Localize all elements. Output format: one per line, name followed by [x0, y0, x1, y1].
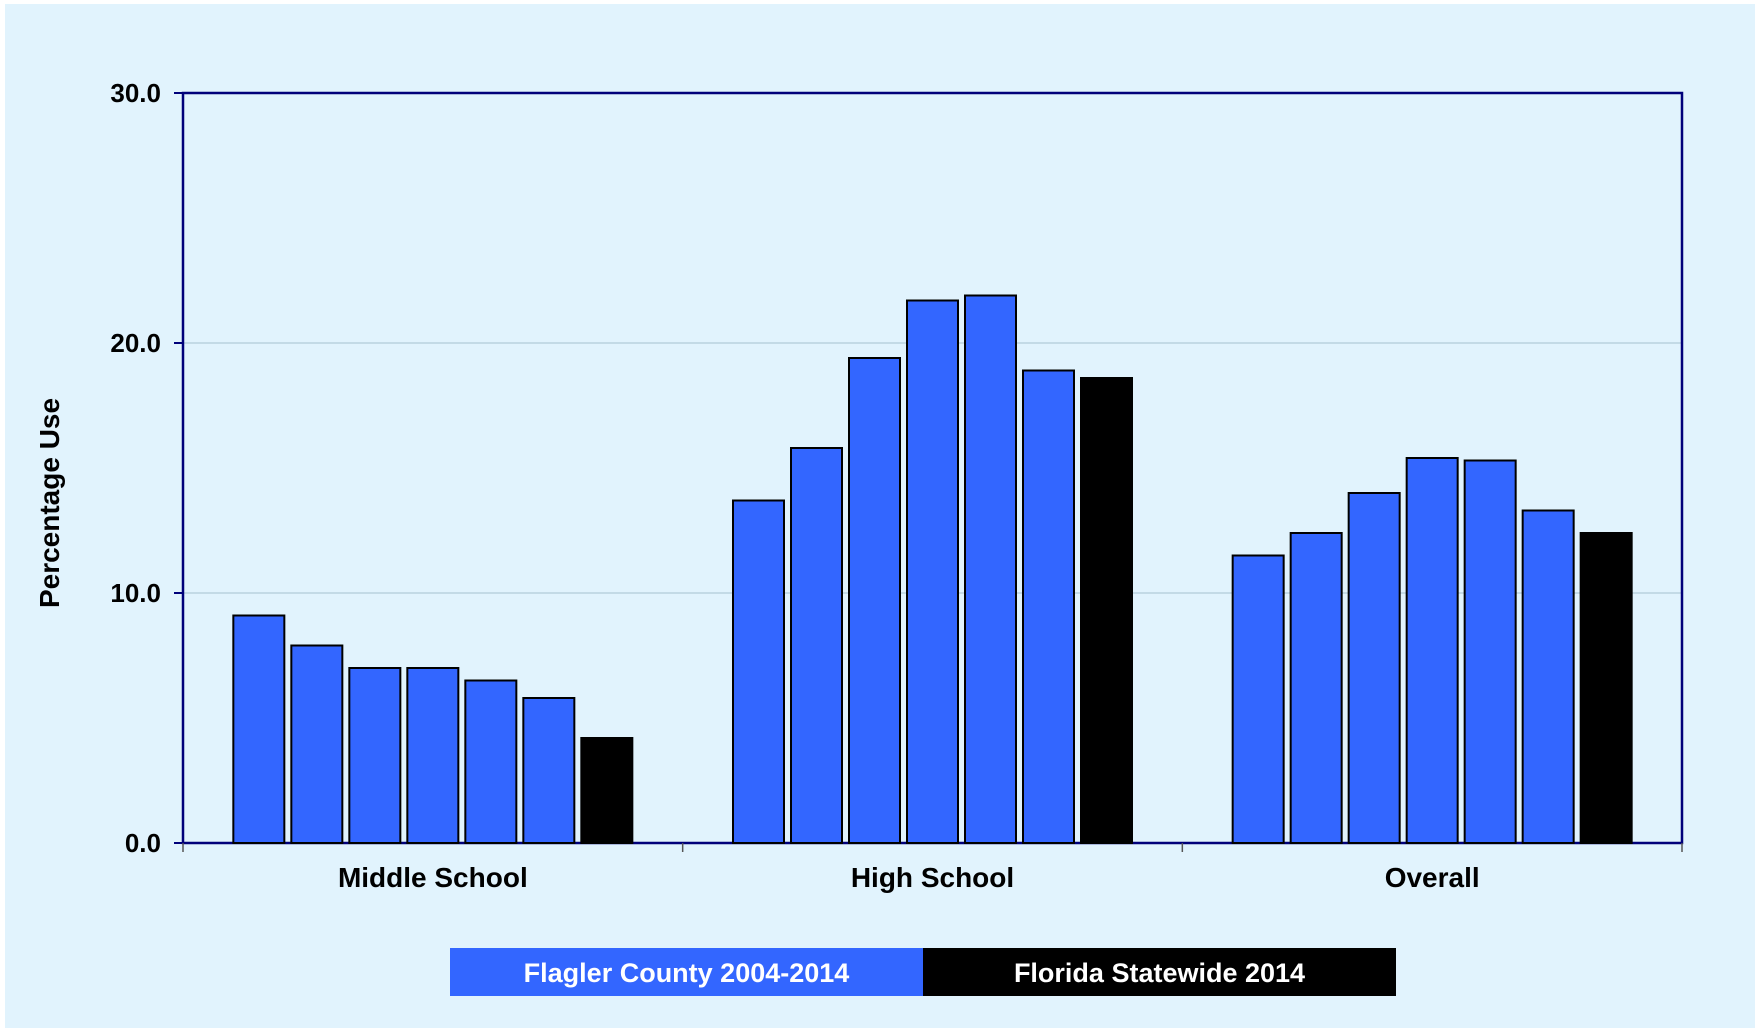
bar — [1289, 532, 1343, 844]
bar — [1080, 377, 1133, 844]
bar — [580, 737, 634, 844]
bar — [790, 447, 843, 844]
y-tick-label: 10.0 — [110, 578, 161, 608]
bar — [1579, 532, 1633, 844]
bars — [232, 294, 1633, 844]
bar — [522, 697, 576, 844]
bar — [406, 667, 460, 844]
legend-swatch — [923, 948, 1396, 996]
bar — [464, 679, 518, 844]
x-category-label: Overall — [1385, 862, 1480, 893]
y-tick-label: 0.0 — [125, 828, 161, 858]
bar — [1463, 459, 1517, 844]
bar — [232, 614, 286, 844]
y-axis-title: Percentage Use — [34, 398, 65, 608]
bar — [964, 294, 1017, 844]
legend: Flagler County 2004-2014 Florida Statewid… — [450, 948, 1396, 996]
bar — [290, 644, 344, 844]
bar — [1022, 369, 1075, 844]
bar — [1347, 492, 1401, 844]
y-axis-ticks: 0.0 10.0 20.0 30.0 — [110, 78, 183, 858]
bar — [1521, 509, 1575, 844]
bar — [1231, 554, 1285, 844]
x-category-label: High School — [851, 862, 1014, 893]
legend-swatch — [450, 948, 923, 996]
y-tick-label: 30.0 — [110, 78, 161, 108]
bar — [732, 499, 785, 844]
x-category-label: Middle School — [338, 862, 528, 893]
legend-label: Florida Statewide 2014 — [1014, 958, 1305, 988]
bar — [1405, 457, 1459, 844]
legend-label: Flagler County 2004-2014 — [524, 958, 850, 988]
bar — [848, 357, 901, 844]
y-tick-label: 20.0 — [110, 328, 161, 358]
bar — [348, 667, 402, 844]
x-axis-ticks: Middle School High School Overall — [182, 843, 1683, 893]
bar — [906, 299, 959, 844]
